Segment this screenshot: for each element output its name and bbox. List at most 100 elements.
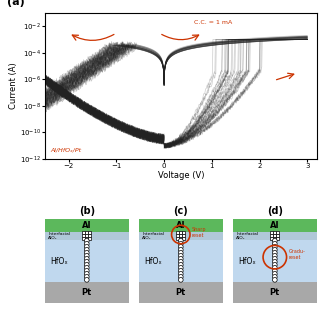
Circle shape — [272, 271, 277, 276]
Text: (c): (c) — [173, 206, 188, 216]
Bar — [182, 234, 185, 236]
Circle shape — [84, 247, 89, 252]
Bar — [85, 237, 88, 240]
Circle shape — [179, 260, 183, 264]
Bar — [45, 240, 129, 282]
Circle shape — [179, 238, 183, 243]
Bar — [179, 234, 182, 236]
Text: (b): (b) — [79, 206, 95, 216]
Circle shape — [179, 271, 183, 276]
Circle shape — [84, 262, 89, 267]
Circle shape — [179, 275, 183, 279]
Bar — [273, 234, 276, 236]
Bar — [182, 231, 185, 234]
Text: Pt: Pt — [270, 288, 280, 297]
Bar — [45, 232, 129, 240]
Text: Al: Al — [82, 221, 92, 230]
Bar — [233, 220, 317, 232]
Bar — [85, 234, 88, 236]
Text: HfOₓ: HfOₓ — [239, 257, 256, 266]
Bar — [88, 231, 91, 234]
Circle shape — [179, 242, 183, 246]
Circle shape — [179, 256, 183, 261]
Text: HfOₓ: HfOₓ — [51, 257, 68, 266]
Circle shape — [179, 268, 183, 273]
Bar — [88, 234, 91, 236]
Circle shape — [84, 242, 89, 246]
Circle shape — [84, 275, 89, 279]
Text: Pt: Pt — [176, 288, 186, 297]
Bar — [276, 234, 279, 236]
Circle shape — [84, 277, 89, 282]
Bar — [85, 231, 88, 234]
Bar — [233, 282, 317, 303]
Text: Interfacial
AlOₓ: Interfacial AlOₓ — [142, 232, 164, 241]
Text: (d): (d) — [267, 206, 283, 216]
Bar — [82, 234, 85, 236]
Bar — [45, 220, 129, 232]
Bar — [270, 231, 273, 234]
Circle shape — [272, 266, 277, 270]
Bar — [276, 237, 279, 240]
Bar — [139, 220, 223, 232]
Circle shape — [84, 251, 89, 255]
Bar — [176, 231, 179, 234]
Text: Interfacial
AlOₓ: Interfacial AlOₓ — [236, 232, 258, 241]
Bar — [276, 231, 279, 234]
Bar — [88, 237, 91, 240]
Bar — [139, 240, 223, 282]
Circle shape — [272, 244, 277, 249]
Circle shape — [84, 271, 89, 276]
Bar — [179, 231, 182, 234]
Circle shape — [272, 277, 277, 282]
Circle shape — [272, 247, 277, 252]
Circle shape — [272, 268, 277, 273]
Circle shape — [84, 238, 89, 243]
X-axis label: Voltage (V): Voltage (V) — [157, 171, 204, 180]
Bar — [233, 232, 317, 240]
Text: C.C. = 1 mA: C.C. = 1 mA — [195, 20, 233, 25]
Circle shape — [84, 260, 89, 264]
Circle shape — [272, 251, 277, 255]
Circle shape — [84, 256, 89, 261]
Circle shape — [179, 266, 183, 270]
Bar — [270, 234, 273, 236]
Text: (a): (a) — [7, 0, 24, 7]
Bar — [179, 237, 182, 240]
Bar — [82, 231, 85, 234]
Bar — [176, 237, 179, 240]
Bar — [139, 282, 223, 303]
Circle shape — [272, 275, 277, 279]
Circle shape — [84, 268, 89, 273]
Circle shape — [272, 262, 277, 267]
Text: Pt: Pt — [82, 288, 92, 297]
Circle shape — [84, 253, 89, 258]
Circle shape — [179, 244, 183, 249]
Circle shape — [179, 262, 183, 267]
Circle shape — [272, 256, 277, 261]
Text: HfOₓ: HfOₓ — [145, 257, 163, 266]
Bar — [139, 232, 223, 240]
Text: Gradu-
reset: Gradu- reset — [288, 249, 305, 260]
Circle shape — [272, 253, 277, 258]
Bar — [273, 237, 276, 240]
Text: Al: Al — [176, 221, 186, 230]
Bar — [82, 237, 85, 240]
Text: Sharp
reset: Sharp reset — [192, 228, 206, 238]
Circle shape — [84, 244, 89, 249]
Circle shape — [84, 266, 89, 270]
Circle shape — [179, 251, 183, 255]
Bar — [45, 282, 129, 303]
Circle shape — [272, 238, 277, 243]
Circle shape — [179, 253, 183, 258]
Text: Al: Al — [270, 221, 280, 230]
Bar — [233, 240, 317, 282]
Circle shape — [179, 277, 183, 282]
Bar — [176, 234, 179, 236]
Bar — [182, 237, 185, 240]
Y-axis label: Current (A): Current (A) — [9, 62, 18, 109]
Bar — [273, 231, 276, 234]
Circle shape — [272, 260, 277, 264]
Circle shape — [179, 247, 183, 252]
Bar — [270, 237, 273, 240]
